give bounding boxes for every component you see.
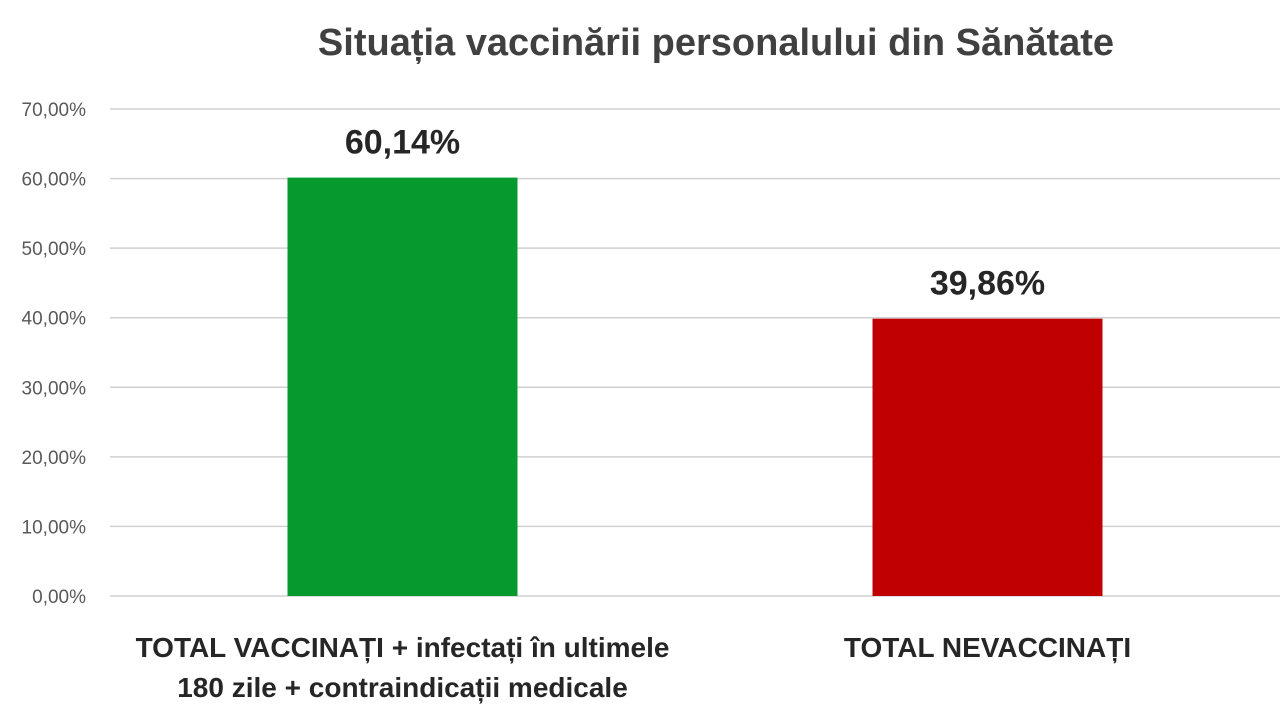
y-tick-label: 50,00% (22, 239, 87, 260)
gridlines (110, 108, 1280, 597)
data-label: 39,86% (930, 265, 1045, 303)
x-axis-category-labels: TOTAL VACCINAȚI + infectați în ultimele 1… (136, 632, 1132, 703)
data-labels: 60,14% 39,86% (345, 124, 1045, 303)
y-tick-label: 0,00% (32, 587, 86, 608)
y-tick-label: 30,00% (22, 378, 87, 399)
y-tick-label: 40,00% (22, 309, 87, 330)
chart-title: Situația vaccinării personalului din Săn… (318, 22, 1114, 64)
y-tick-label: 70,00% (22, 100, 87, 121)
data-label: 60,14% (345, 124, 460, 162)
y-tick-label: 20,00% (22, 448, 87, 469)
x-category-label: 180 zile + contraindicații medicale (177, 672, 628, 703)
bar (287, 177, 518, 597)
y-tick-label: 60,00% (22, 170, 87, 191)
bar (872, 318, 1103, 596)
bars (287, 177, 1103, 597)
x-category-label: TOTAL VACCINAȚI + infectați în ultimele (136, 632, 670, 663)
x-category-label: TOTAL NEVACCINAȚI (844, 632, 1131, 663)
y-tick-label: 10,00% (22, 517, 87, 538)
y-axis-tick-labels: 0,00% 10,00% 20,00% 30,00% 40,00% 50,00% 60,00… (22, 100, 87, 608)
